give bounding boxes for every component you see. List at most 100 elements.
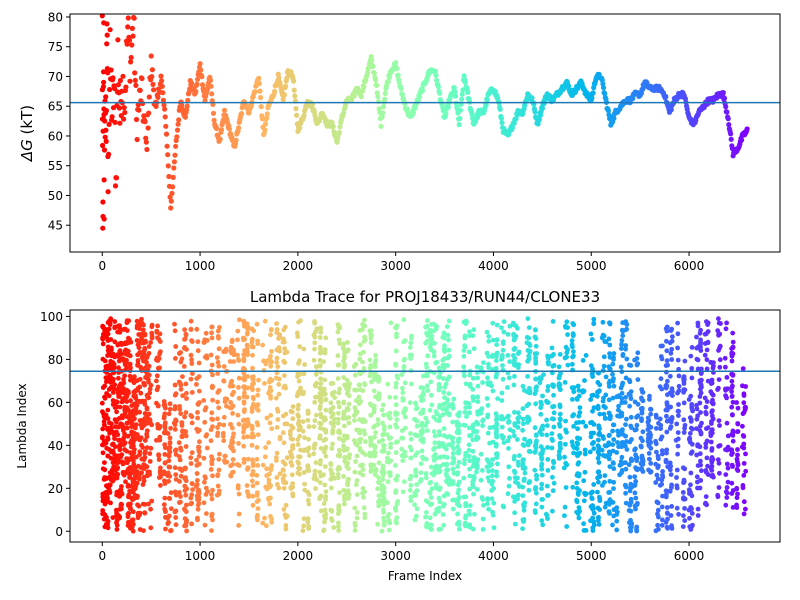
lambda-point xyxy=(653,412,659,418)
lambda-point xyxy=(394,477,399,483)
lambda-point xyxy=(689,404,695,410)
lambda-point xyxy=(470,449,476,454)
lambda-point xyxy=(450,440,456,445)
lambda-point xyxy=(591,321,597,326)
lambda-point xyxy=(557,385,563,391)
lambda-point xyxy=(360,467,366,472)
lambda-point xyxy=(603,392,609,398)
lambda-point xyxy=(384,459,390,465)
lambda-point xyxy=(148,340,154,345)
delta-g-point xyxy=(101,216,107,222)
lambda-point xyxy=(245,434,251,440)
lambda-point xyxy=(249,442,255,448)
lambda-point xyxy=(594,393,600,399)
lambda-point xyxy=(345,406,351,412)
lambda-point xyxy=(427,407,433,413)
lambda-point xyxy=(432,340,437,346)
lambda-point xyxy=(165,521,171,527)
lambda-point xyxy=(101,419,107,425)
lambda-point xyxy=(682,422,688,428)
lambda-point xyxy=(432,511,438,517)
delta-g-point xyxy=(175,121,181,127)
lambda-point xyxy=(102,467,108,473)
lambda-point xyxy=(300,419,306,424)
delta-g-point xyxy=(663,93,669,100)
lambda-point xyxy=(306,436,311,442)
lambda-point xyxy=(591,446,597,451)
lambda-point xyxy=(427,480,433,486)
lambda-point xyxy=(590,408,595,414)
lambda-point xyxy=(619,338,625,343)
lambda-point xyxy=(282,373,287,378)
lambda-point xyxy=(409,352,414,358)
lambda-point xyxy=(525,416,531,422)
lambda-point xyxy=(688,470,694,476)
lambda-point xyxy=(670,393,675,398)
lambda-point xyxy=(376,379,381,384)
lambda-point xyxy=(489,496,495,502)
lambda-point xyxy=(505,353,511,358)
lambda-point xyxy=(144,445,150,450)
lambda-point xyxy=(710,416,716,422)
delta-g-point xyxy=(160,90,166,96)
lambda-point xyxy=(379,407,385,413)
lambda-point xyxy=(446,374,452,380)
delta-g-point xyxy=(437,90,443,96)
lambda-point xyxy=(450,481,456,487)
lambda-point xyxy=(376,479,381,485)
lambda-point xyxy=(245,456,251,462)
lambda-point xyxy=(137,510,143,516)
lambda-point xyxy=(456,459,462,465)
lambda-point xyxy=(142,401,148,407)
lambda-point xyxy=(276,336,281,341)
lambda-point xyxy=(148,445,154,451)
lambda-point xyxy=(510,494,516,500)
lambda-point xyxy=(534,438,539,444)
lambda-point xyxy=(116,375,121,381)
lambda-point xyxy=(201,455,207,461)
lambda-point xyxy=(195,415,201,421)
lambda-point xyxy=(125,511,131,517)
lambda-point xyxy=(675,451,680,457)
lambda-point xyxy=(480,423,485,429)
delta-g-point xyxy=(393,60,399,66)
lambda-point xyxy=(332,416,337,422)
lambda-point xyxy=(657,482,663,488)
delta-g-point xyxy=(199,74,205,80)
lambda-point xyxy=(290,436,295,442)
lambda-point xyxy=(708,360,714,365)
lambda-point xyxy=(450,419,456,425)
lambda-point xyxy=(229,350,235,356)
lambda-point xyxy=(444,400,450,405)
lambda-point xyxy=(329,508,335,514)
lambda-point xyxy=(172,427,178,432)
lambda-point xyxy=(491,525,497,531)
lambda-point xyxy=(138,390,144,396)
lambda-point xyxy=(202,337,208,343)
lambda-point xyxy=(197,439,202,445)
lambda-point xyxy=(178,411,184,417)
lambda-point xyxy=(489,462,495,467)
lambda-point xyxy=(486,468,491,474)
lambda-point xyxy=(628,508,634,514)
lambda-point xyxy=(591,430,596,436)
lambda-point xyxy=(221,438,227,444)
lambda-point xyxy=(521,476,527,482)
lambda-point xyxy=(408,340,414,346)
lambda-point xyxy=(297,466,303,472)
lambda-point xyxy=(312,334,318,340)
lambda-point xyxy=(111,386,117,392)
lambda-point xyxy=(565,325,570,330)
lambda-point xyxy=(409,447,414,453)
lambda-point xyxy=(557,433,562,438)
lambda-point xyxy=(381,519,387,524)
lambda-point xyxy=(455,464,460,469)
lambda-point xyxy=(619,454,625,460)
lambda-point xyxy=(632,483,638,488)
lambda-point xyxy=(221,364,227,369)
lambda-point xyxy=(583,423,589,429)
lambda-point xyxy=(328,420,334,426)
lambda-point xyxy=(424,510,429,515)
delta-g-point xyxy=(433,72,439,78)
lambda-point xyxy=(208,427,214,433)
